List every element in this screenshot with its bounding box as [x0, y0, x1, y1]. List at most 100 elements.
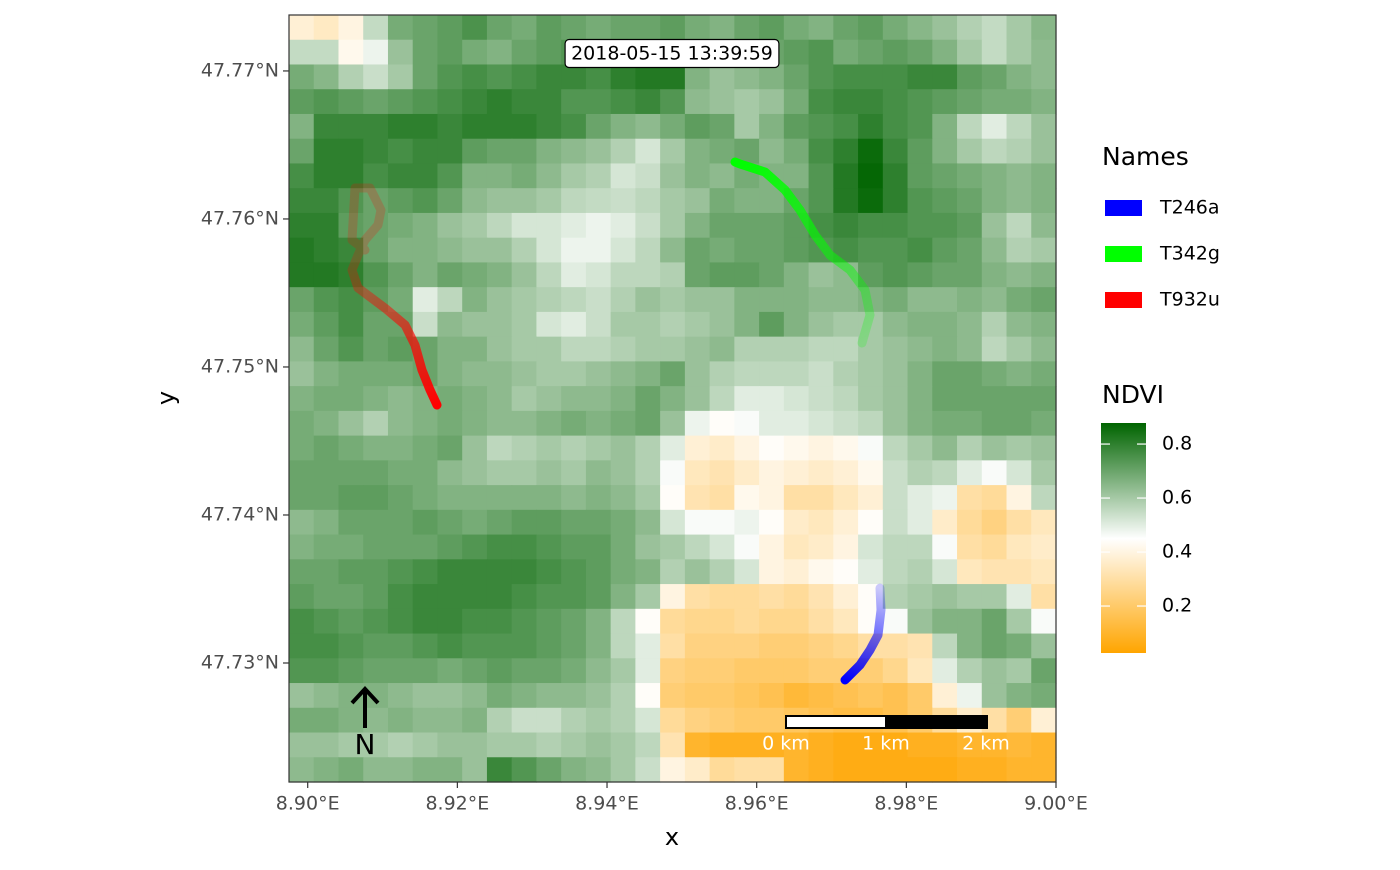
raster-cell — [833, 757, 859, 783]
raster-cell — [709, 435, 735, 461]
raster-cell — [289, 212, 315, 239]
raster-cell — [783, 608, 810, 635]
raster-cell — [313, 435, 340, 461]
raster-cell — [808, 311, 834, 338]
legend-label: T246a — [1159, 197, 1220, 219]
raster-cell — [734, 188, 760, 214]
raster-cell — [882, 633, 909, 659]
raster-cell — [486, 757, 513, 783]
raster-cell — [709, 64, 735, 90]
raster-cell — [1031, 15, 1057, 41]
raster-cell — [536, 386, 562, 412]
raster-cell — [932, 485, 958, 511]
raster-cell — [882, 163, 909, 189]
raster-cell — [585, 212, 612, 239]
raster-cell — [1031, 262, 1057, 288]
raster-cell — [882, 113, 909, 140]
raster-cell — [660, 683, 686, 709]
raster-cell — [759, 460, 785, 486]
raster-cell — [660, 534, 686, 560]
raster-cell — [387, 138, 414, 165]
raster-cell — [907, 608, 933, 635]
raster-cell — [635, 435, 661, 461]
raster-cell — [734, 361, 760, 387]
raster-cell — [635, 89, 661, 115]
raster-cell — [387, 410, 414, 437]
raster-cell — [1031, 559, 1057, 585]
north-arrow-head — [350, 686, 380, 705]
raster-cell — [808, 584, 834, 610]
raster-cell — [709, 509, 735, 536]
scale-bar-black — [885, 715, 988, 729]
raster-cell — [289, 311, 315, 338]
raster-cell — [536, 212, 562, 239]
raster-cell — [585, 237, 612, 264]
raster-cell — [734, 311, 760, 338]
raster-cell — [387, 64, 414, 90]
raster-cell — [585, 584, 612, 610]
raster-cell — [412, 732, 439, 758]
raster-cell — [981, 608, 1008, 635]
raster-cell — [585, 757, 612, 783]
raster-cell — [759, 64, 785, 90]
raster-cell — [907, 138, 933, 165]
raster-cell — [363, 410, 389, 437]
raster-cell — [684, 212, 711, 239]
raster-cell — [981, 534, 1008, 560]
raster-cell — [289, 584, 315, 610]
colorbar-label: 0.8 — [1162, 433, 1192, 455]
legend-label: T342g — [1159, 243, 1220, 265]
raster-cell — [585, 485, 612, 511]
raster-cell — [289, 485, 315, 511]
raster-cell — [412, 212, 439, 239]
raster-cell — [412, 287, 439, 313]
raster-cell — [684, 15, 711, 41]
raster-cell — [981, 658, 1008, 684]
raster-cell — [957, 386, 983, 412]
raster-cell — [932, 386, 958, 412]
raster-cell — [462, 113, 488, 140]
raster-cell — [387, 163, 414, 189]
raster-cell — [387, 188, 414, 214]
raster-cell — [561, 212, 587, 239]
raster-cell — [585, 509, 612, 536]
raster-cell — [932, 212, 958, 239]
raster-cell — [660, 732, 686, 758]
raster-cell — [882, 683, 909, 709]
raster-cell — [635, 460, 661, 486]
raster-cell — [462, 509, 488, 536]
raster-cell — [709, 732, 735, 758]
raster-cell — [709, 311, 735, 338]
raster-cell — [808, 460, 834, 486]
raster-cell — [289, 410, 315, 437]
raster-cell — [759, 485, 785, 511]
raster-cell — [511, 584, 538, 610]
raster-cell — [833, 138, 859, 165]
raster-cell — [635, 658, 661, 684]
raster-cell — [709, 584, 735, 610]
raster-cell — [610, 509, 636, 536]
raster-cell — [610, 138, 636, 165]
raster-cell — [684, 683, 711, 709]
raster-cell — [1031, 89, 1057, 115]
track — [840, 583, 886, 685]
raster-cell — [437, 336, 463, 362]
raster-cell — [734, 287, 760, 313]
raster-cell — [858, 534, 884, 560]
raster-cell — [759, 336, 785, 362]
raster-cell — [387, 608, 414, 635]
raster-cell — [981, 410, 1008, 437]
raster-cell — [511, 386, 538, 412]
raster-cell — [610, 89, 636, 115]
raster-cell — [981, 39, 1008, 66]
raster-cell — [610, 237, 636, 264]
raster-cell — [1031, 707, 1057, 734]
raster-cell — [610, 311, 636, 338]
scale-bar: 0 km 1 km 2 km — [762, 715, 1010, 755]
raster-cell — [759, 509, 785, 536]
raster-cell — [338, 435, 364, 461]
raster-cell — [437, 237, 463, 264]
raster-cell — [561, 683, 587, 709]
raster-cell — [635, 237, 661, 264]
raster-cell — [536, 188, 562, 214]
